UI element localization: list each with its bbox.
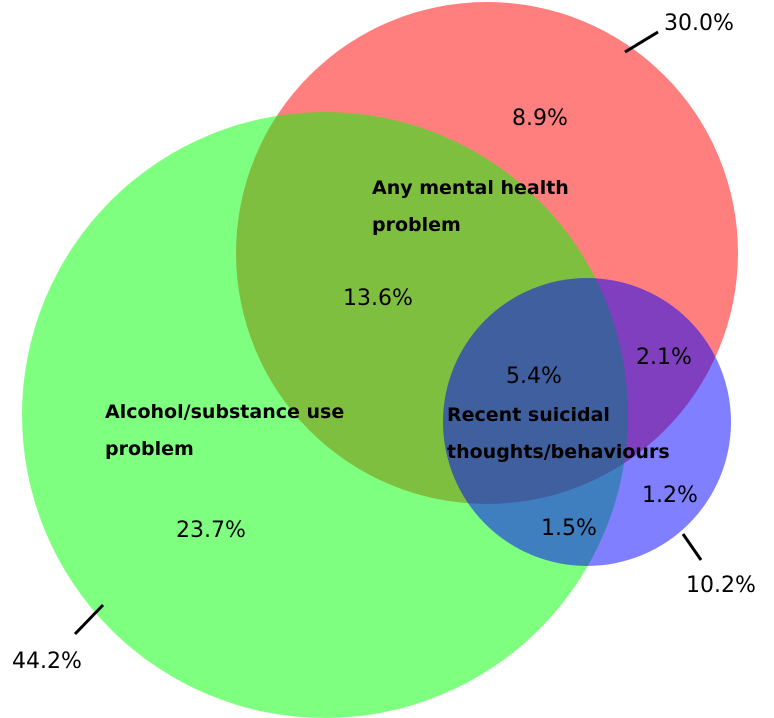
set-total: 44.2% [12, 649, 82, 674]
set-label: problem [372, 214, 461, 236]
set-label: Recent suicidal [447, 404, 610, 426]
set-label: Alcohol/substance use [105, 401, 344, 423]
region-value: 1.2% [642, 483, 698, 508]
set-total: 30.0% [664, 11, 734, 36]
set-label: Any mental health [372, 177, 569, 199]
leader-line [73, 603, 105, 636]
leader-line [624, 30, 659, 54]
suicidal-circle [443, 278, 731, 566]
region-value: 5.4% [506, 364, 562, 389]
set-label: problem [105, 438, 194, 460]
leader-line [681, 533, 703, 561]
region-value: 1.5% [541, 516, 597, 541]
region-value: 8.9% [512, 106, 568, 131]
region-value: 13.6% [343, 286, 413, 311]
region-value: 2.1% [636, 345, 692, 370]
alcohol-circle [22, 112, 628, 718]
set-total: 10.2% [686, 573, 756, 598]
set-label: thoughts/behaviours [447, 441, 670, 463]
region-value: 23.7% [176, 518, 246, 543]
